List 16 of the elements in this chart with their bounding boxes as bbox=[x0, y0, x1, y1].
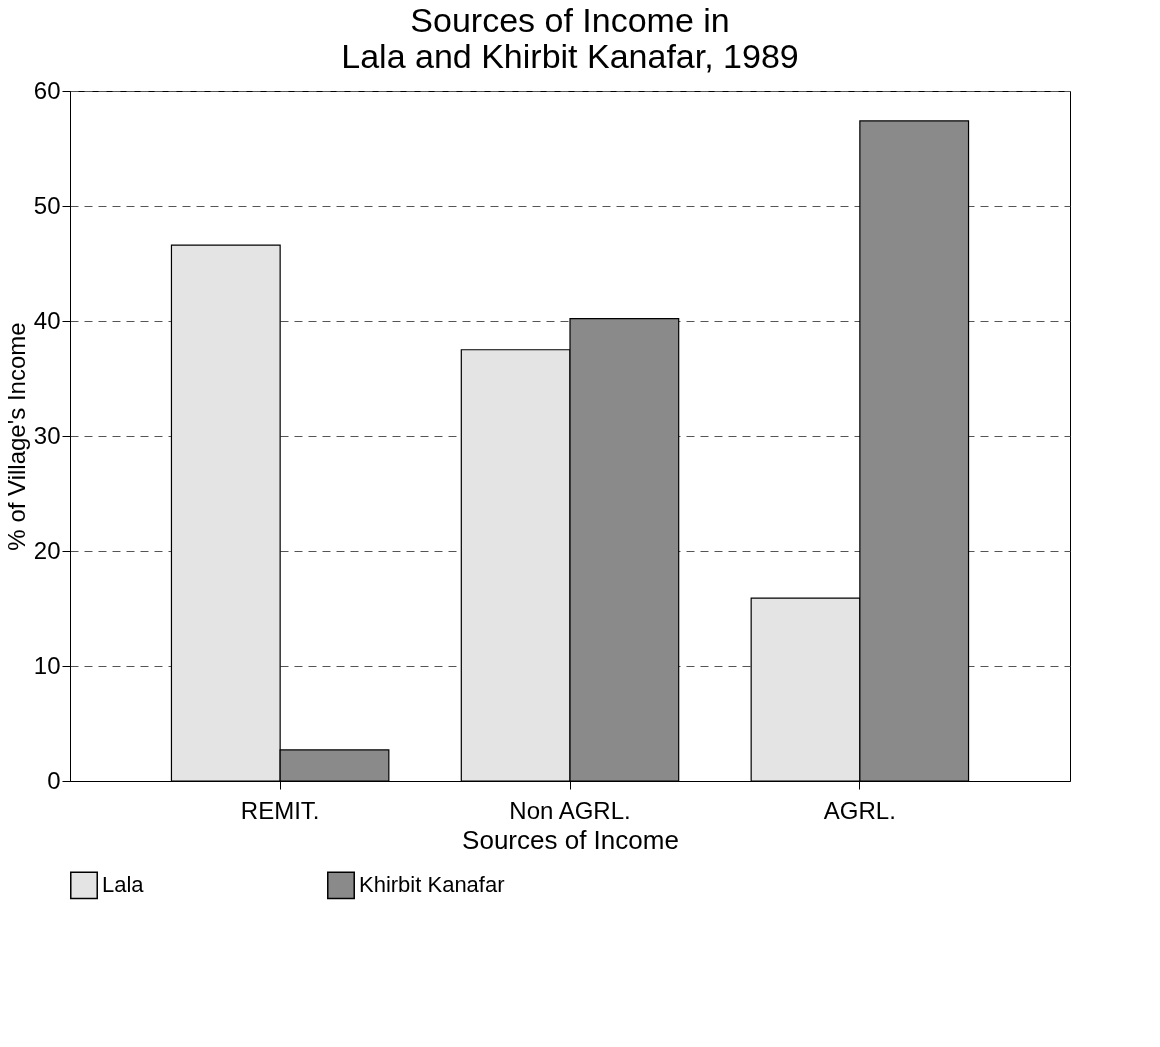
legend-label: Lala bbox=[102, 872, 145, 898]
y-tick-label: 0 bbox=[47, 766, 61, 794]
y-tick-label: 20 bbox=[33, 536, 61, 564]
y-axis-title: % of Village's Income bbox=[2, 322, 30, 551]
y-tick-label: 30 bbox=[33, 421, 61, 449]
text: Lala and Khirbit Kanafar, 1989 bbox=[341, 37, 799, 75]
x-axis-title: Sources of Income bbox=[462, 824, 679, 855]
x-tick-label: Non AGRL. bbox=[509, 796, 631, 824]
y-tick-label: 10 bbox=[33, 651, 61, 679]
y-tick-label: 50 bbox=[33, 191, 61, 219]
x-tick-label: AGRL. bbox=[823, 796, 896, 824]
legend-label: Khirbit Kanafar bbox=[359, 872, 505, 898]
x-tick-label: REMIT. bbox=[240, 796, 320, 824]
text: Sources of Income in bbox=[410, 1, 730, 39]
y-tick-label: 40 bbox=[33, 306, 61, 334]
y-tick-label: 60 bbox=[33, 76, 61, 104]
